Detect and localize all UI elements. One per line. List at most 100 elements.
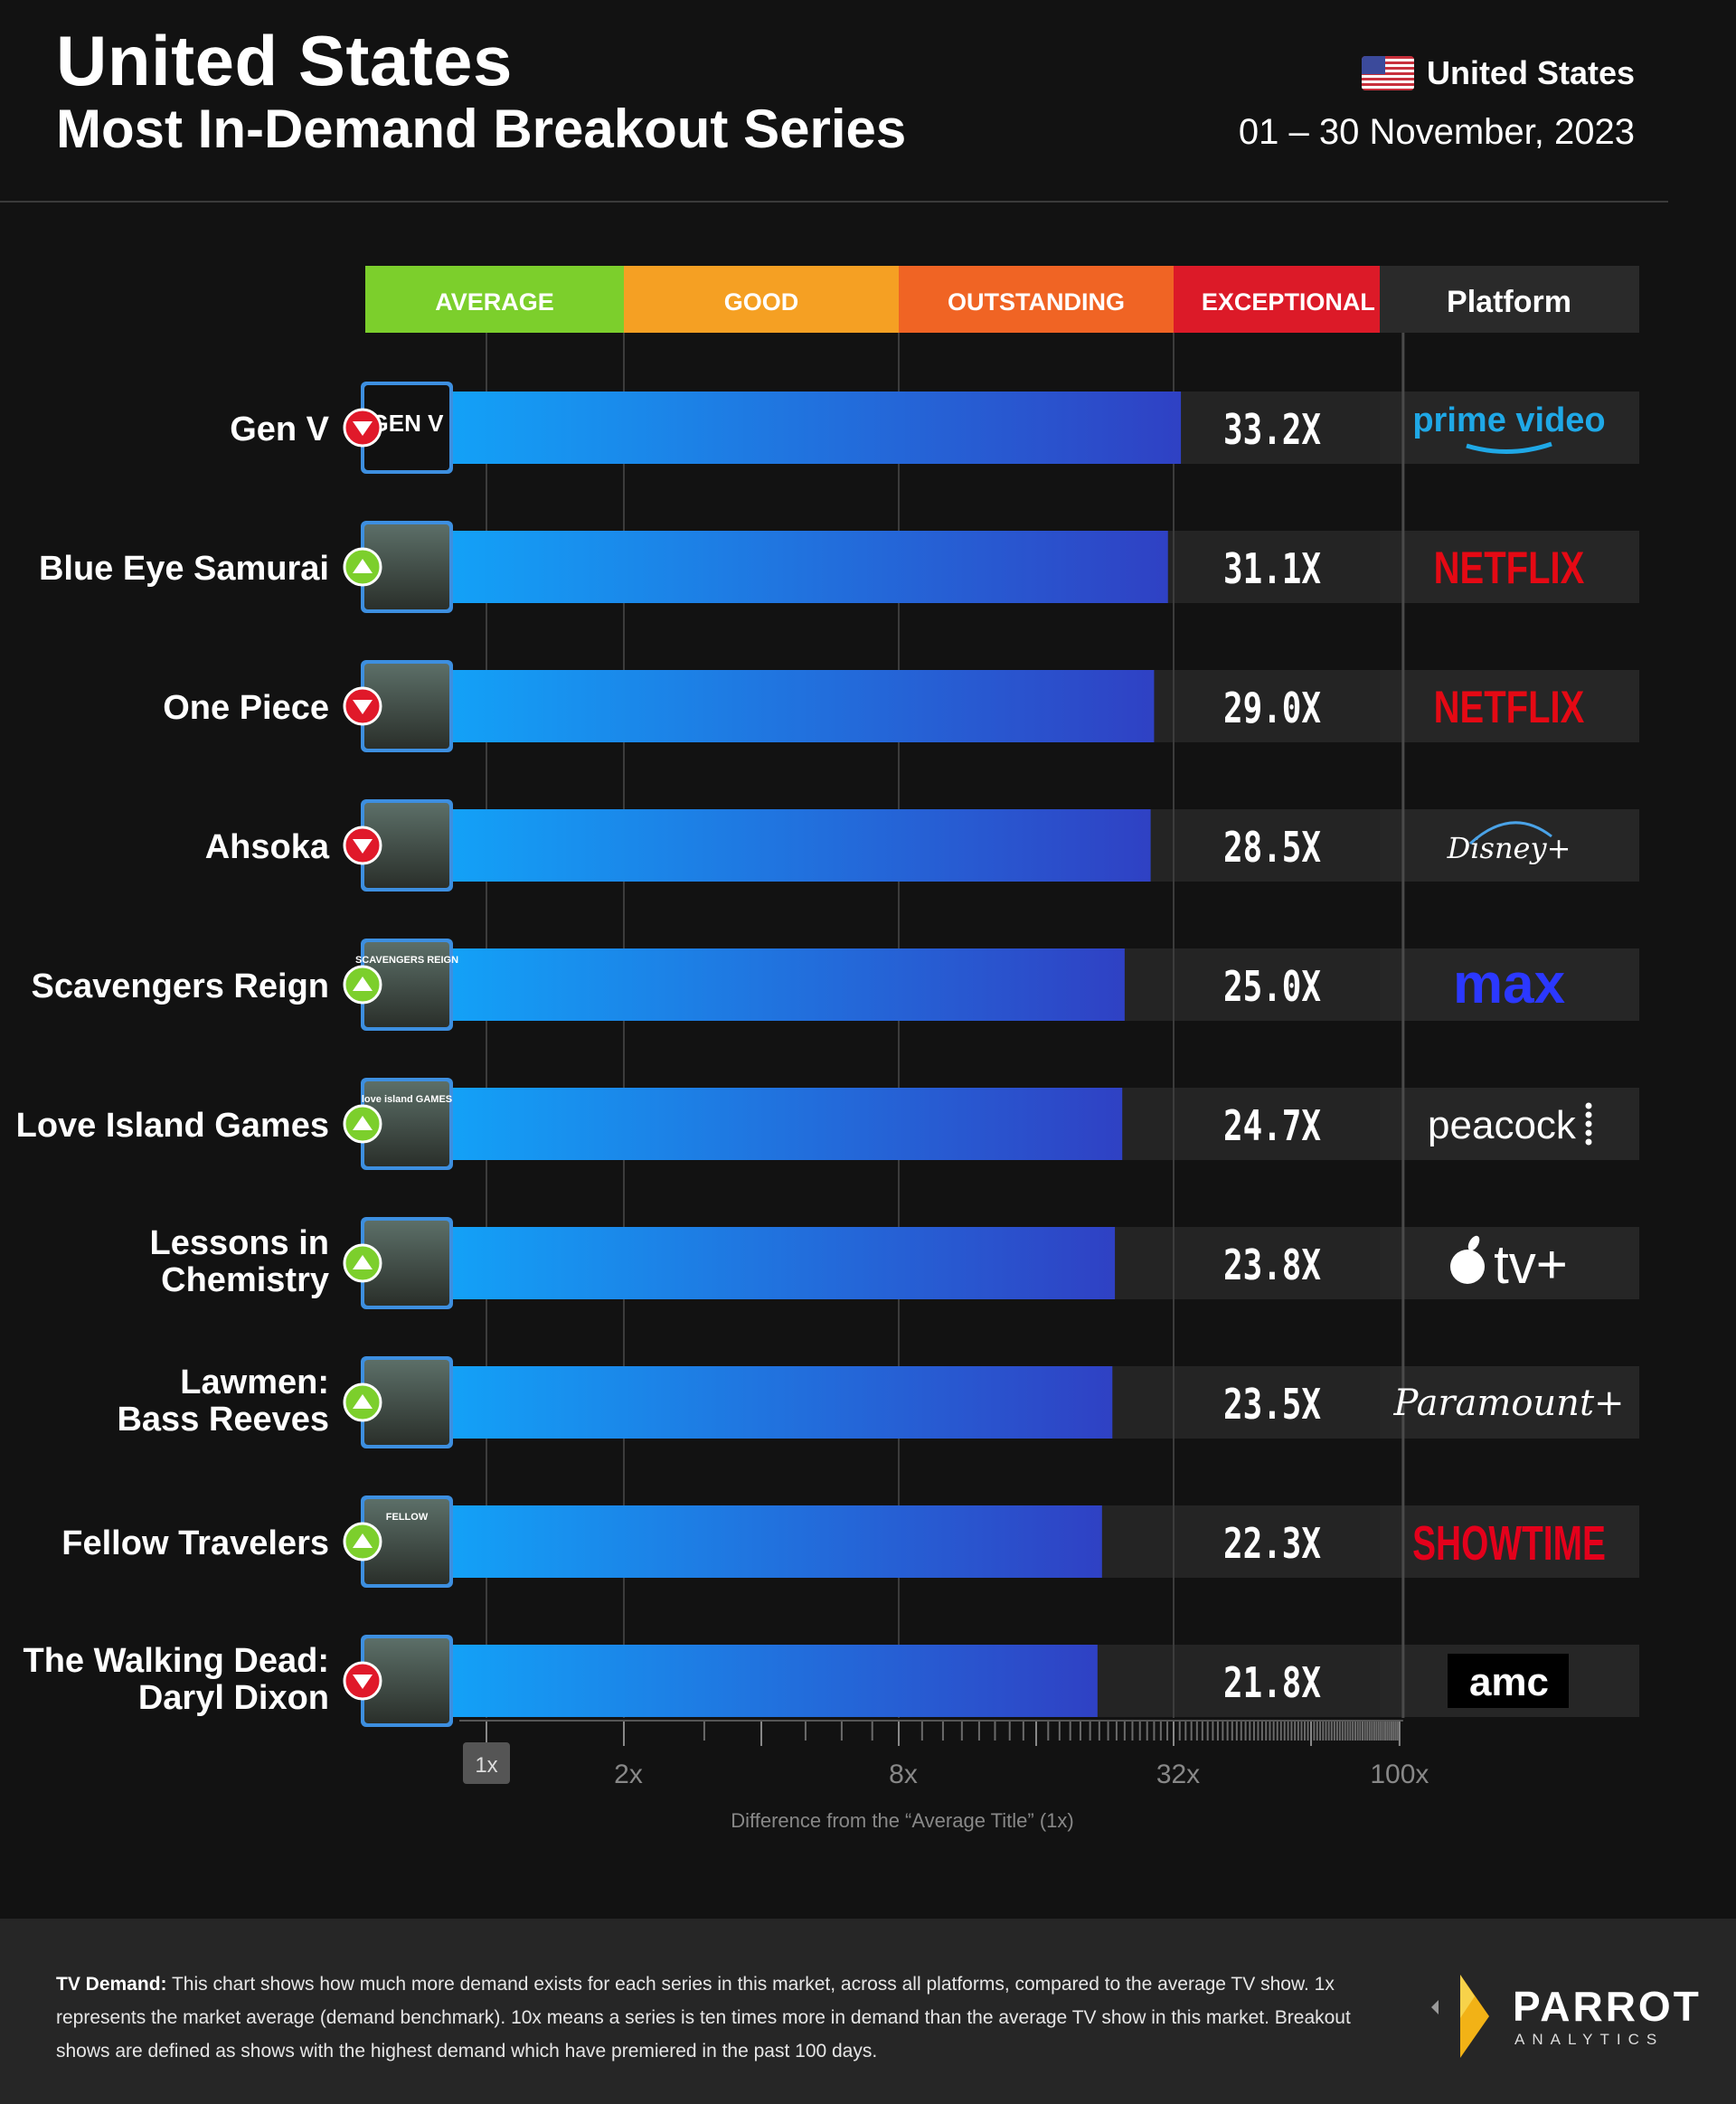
series-row [452,1227,1116,1299]
series-name: Lawmen:Bass Reeves [117,1363,329,1439]
series-name: Scavengers Reign [32,967,329,1005]
brand-name: PARROT [1513,1983,1702,2030]
thumbnail-text: GEN V [371,410,445,437]
platform-logo: Paramount+ [1392,1382,1624,1424]
header: United States Most In-Demand Breakout Se… [0,0,1736,203]
trend-down-icon [343,686,382,726]
peacock-dot [1585,1120,1592,1127]
value-label: 24.7X [1223,1102,1321,1151]
x-tick-label: 8x [889,1760,918,1789]
amc-logo: amc [1469,1660,1549,1704]
x-tick-label: 2x [614,1760,643,1789]
header-divider [0,201,1668,203]
footer: TV Demand: This chart shows how much mor… [0,1919,1736,2104]
thumbnail-image [364,1221,449,1306]
tier-label: EXCEPTIONAL [1202,288,1375,316]
showtime-logo: SHOWTIME [1412,1515,1606,1571]
trend-up-icon [343,965,382,1005]
series-thumbnail [361,1217,453,1309]
platform-header: Platform [1447,285,1571,319]
prime-video-logo: prime video [1412,401,1605,439]
series-thumbnail [361,1635,453,1727]
country-indicator: United States [1361,54,1635,92]
x-tick-label: 1x [475,1753,497,1778]
trend-up-icon [343,547,382,587]
thumbnail-image [364,1081,449,1166]
peacock-logo: peacock [1428,1103,1577,1147]
peacock-dot [1585,1102,1592,1109]
trend-arrow [353,700,373,714]
trend-arrow [353,1394,373,1409]
peacock-dot [1585,1111,1592,1118]
series-row [452,1505,1102,1578]
thumbnail-image [364,1360,449,1445]
platform-logo: tv+ [1450,1234,1568,1295]
series-name-line: Daryl Dixon [138,1679,329,1717]
peacock-dot [1585,1129,1592,1137]
parrot-analytics-logo: PARROT ANALYTICS [1424,1971,1699,2062]
trend-arrow [353,1675,373,1689]
trend-arrow [353,977,373,991]
platform-logo: Disney+ [1447,821,1571,865]
amc-box [1448,1654,1569,1708]
bar [452,1645,1098,1717]
series-thumbnail: love island GAMES [361,1078,453,1170]
tier-block-good [624,266,899,333]
bar [452,1366,1113,1439]
thumbnail-text: SCAVENGERS REIGN [355,955,458,966]
series-name: Blue Eye Samurai [39,550,329,588]
series-name-line: Scavengers Reign [32,967,329,1005]
thumbnail-image [364,385,449,470]
platform-logo: peacock [1428,1102,1592,1147]
trend-arrow [353,1255,373,1269]
max-logo: max [1453,953,1566,1015]
tier-block-average [365,266,624,333]
platform-panel [1380,1366,1639,1439]
series-name-line: Fellow Travelers [61,1524,329,1562]
arc-icon [1468,821,1552,845]
bar [452,809,1151,882]
platform-logo: amc [1448,1654,1569,1708]
series-name: Love Island Games [16,1107,329,1145]
series-name-line: Lessons in [150,1224,330,1262]
value-label: 31.1X [1223,545,1321,594]
smile-icon [1466,441,1552,454]
tier-label: AVERAGE [435,288,554,316]
series-name: The Walking Dead:Daryl Dixon [23,1642,329,1717]
platform-logo: max [1453,953,1566,1015]
disney-plus-logo: Disney+ [1447,831,1571,865]
series-name-line: Ahsoka [205,828,330,866]
value-label: 21.8X [1223,1659,1321,1708]
footnote-lead: TV Demand: [56,1974,167,1995]
trend-up-icon [343,1522,382,1561]
platform-logo: prime video [1412,401,1606,454]
trend-up-icon [343,1104,382,1144]
series-name-line: Lawmen: [180,1363,329,1401]
bar [452,670,1155,742]
tier-block-outstanding [899,266,1174,333]
platform-logo: SHOWTIME [1412,1515,1606,1571]
series-row [452,1645,1098,1717]
thumbnail-text: FELLOW [386,1512,429,1523]
bar [452,531,1168,603]
netflix-logo: NETFLIX [1434,682,1585,732]
series-name-line: Blue Eye Samurai [39,550,329,588]
platform-panel [1380,1088,1639,1160]
series-row [452,531,1168,603]
date-range: 01 – 30 November, 2023 [1238,112,1635,152]
tier-legend: AVERAGE GOOD OUTSTANDING EXCEPTIONAL Platfor… [365,266,1639,333]
footnote-text: This chart shows how much more demand ex… [56,1974,1351,2062]
series-name: Fellow Travelers [61,1524,329,1562]
us-flag-icon [1361,56,1414,90]
thumbnail-image [364,664,449,749]
thumbnail-image [364,1638,449,1723]
series-name: One Piece [163,689,329,727]
apple-leaf [1467,1235,1480,1251]
trend-arrow [353,559,373,573]
trend-arrow [353,1116,373,1130]
series-thumbnail: SCAVENGERS REIGN [355,939,458,1031]
series-name: Gen V [230,410,329,448]
platform-panel [1380,531,1639,603]
trend-arrow [353,421,373,436]
